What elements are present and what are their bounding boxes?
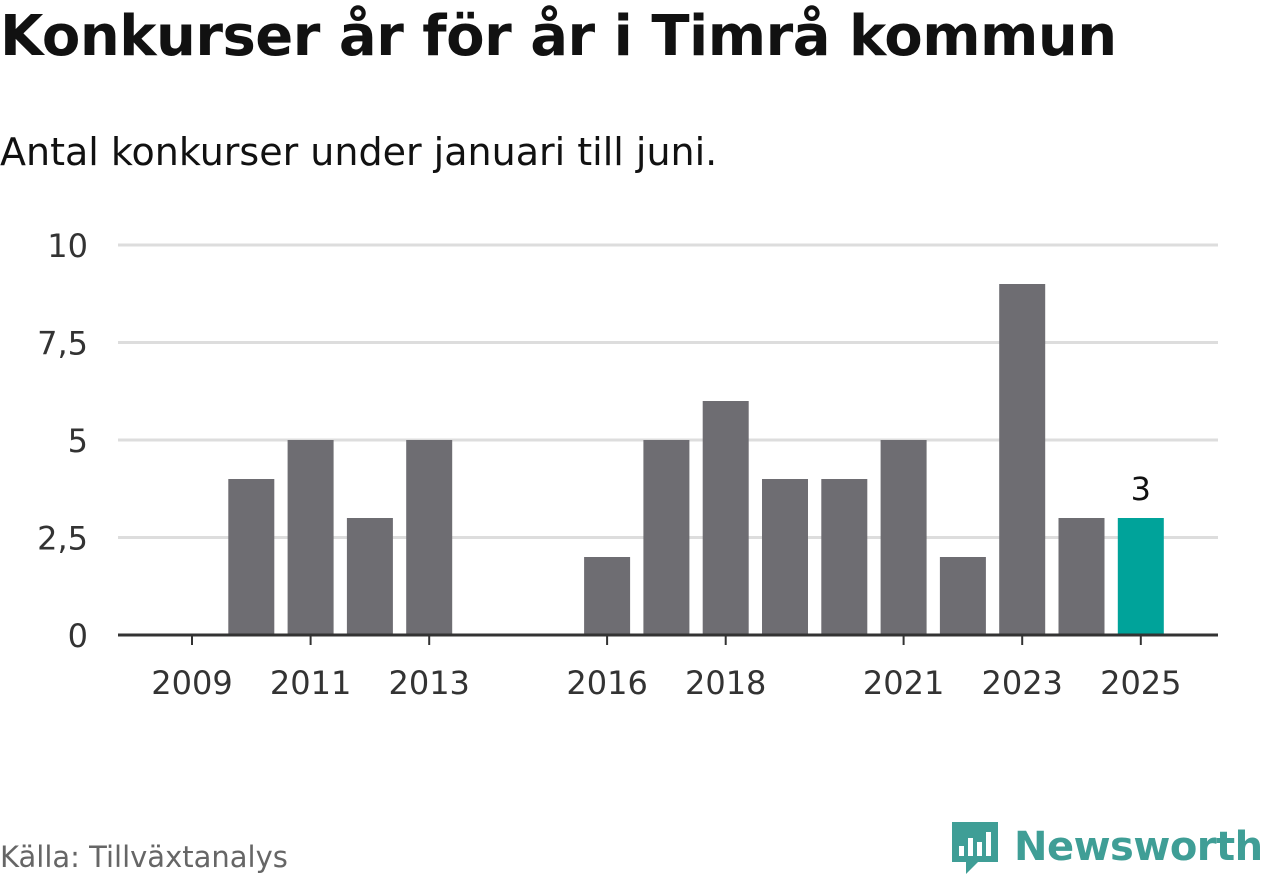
chart-subtitle: Antal konkurser under januari till juni. bbox=[0, 130, 718, 174]
bar-2017 bbox=[643, 440, 690, 635]
axes bbox=[118, 633, 1218, 645]
bar-2025 bbox=[1117, 518, 1164, 635]
x-tick-label: 2009 bbox=[151, 664, 232, 702]
bar-2012 bbox=[346, 518, 393, 635]
x-tick-label: 2025 bbox=[1100, 664, 1181, 702]
x-tick-label: 2021 bbox=[863, 664, 944, 702]
y-tick-label: 2,5 bbox=[37, 520, 88, 558]
x-tick-label: 2016 bbox=[566, 664, 647, 702]
source-note: Källa: Tillväxtanalys bbox=[0, 840, 288, 874]
bar-2023 bbox=[999, 284, 1046, 635]
bar-2021 bbox=[880, 440, 927, 635]
bar-2013 bbox=[406, 440, 453, 635]
bar-2016 bbox=[584, 557, 631, 635]
x-tick-label: 2011 bbox=[270, 664, 351, 702]
labels: 0 2,5 5 7,5 10 3 2009 2011 2013 2016 2018 2021 2023 2… bbox=[37, 227, 1181, 702]
y-tick-label: 10 bbox=[47, 227, 88, 265]
bar-2011 bbox=[287, 440, 334, 635]
bar-2022 bbox=[939, 557, 986, 635]
x-tick-label: 2013 bbox=[388, 664, 469, 702]
bars bbox=[228, 284, 1164, 635]
bar-2010 bbox=[228, 479, 275, 635]
bar-2024 bbox=[1058, 518, 1105, 635]
brand-logo: Newsworthy bbox=[950, 818, 1262, 876]
y-tick-label: 7,5 bbox=[37, 325, 88, 363]
y-tick-label: 5 bbox=[68, 422, 88, 460]
bar-2018 bbox=[702, 401, 749, 635]
bar-2020 bbox=[821, 479, 868, 635]
data-label-2025: 3 bbox=[1131, 470, 1151, 508]
x-tick-label: 2018 bbox=[685, 664, 766, 702]
brand-name: Newsworthy bbox=[1014, 824, 1262, 870]
bar-chart-bubble-icon bbox=[952, 822, 998, 874]
bar-2019 bbox=[762, 479, 808, 635]
x-tick-label: 2023 bbox=[981, 664, 1062, 702]
chart-title: Konkurser år för år i Timrå kommun bbox=[0, 4, 1117, 69]
y-tick-label: 0 bbox=[68, 617, 88, 655]
